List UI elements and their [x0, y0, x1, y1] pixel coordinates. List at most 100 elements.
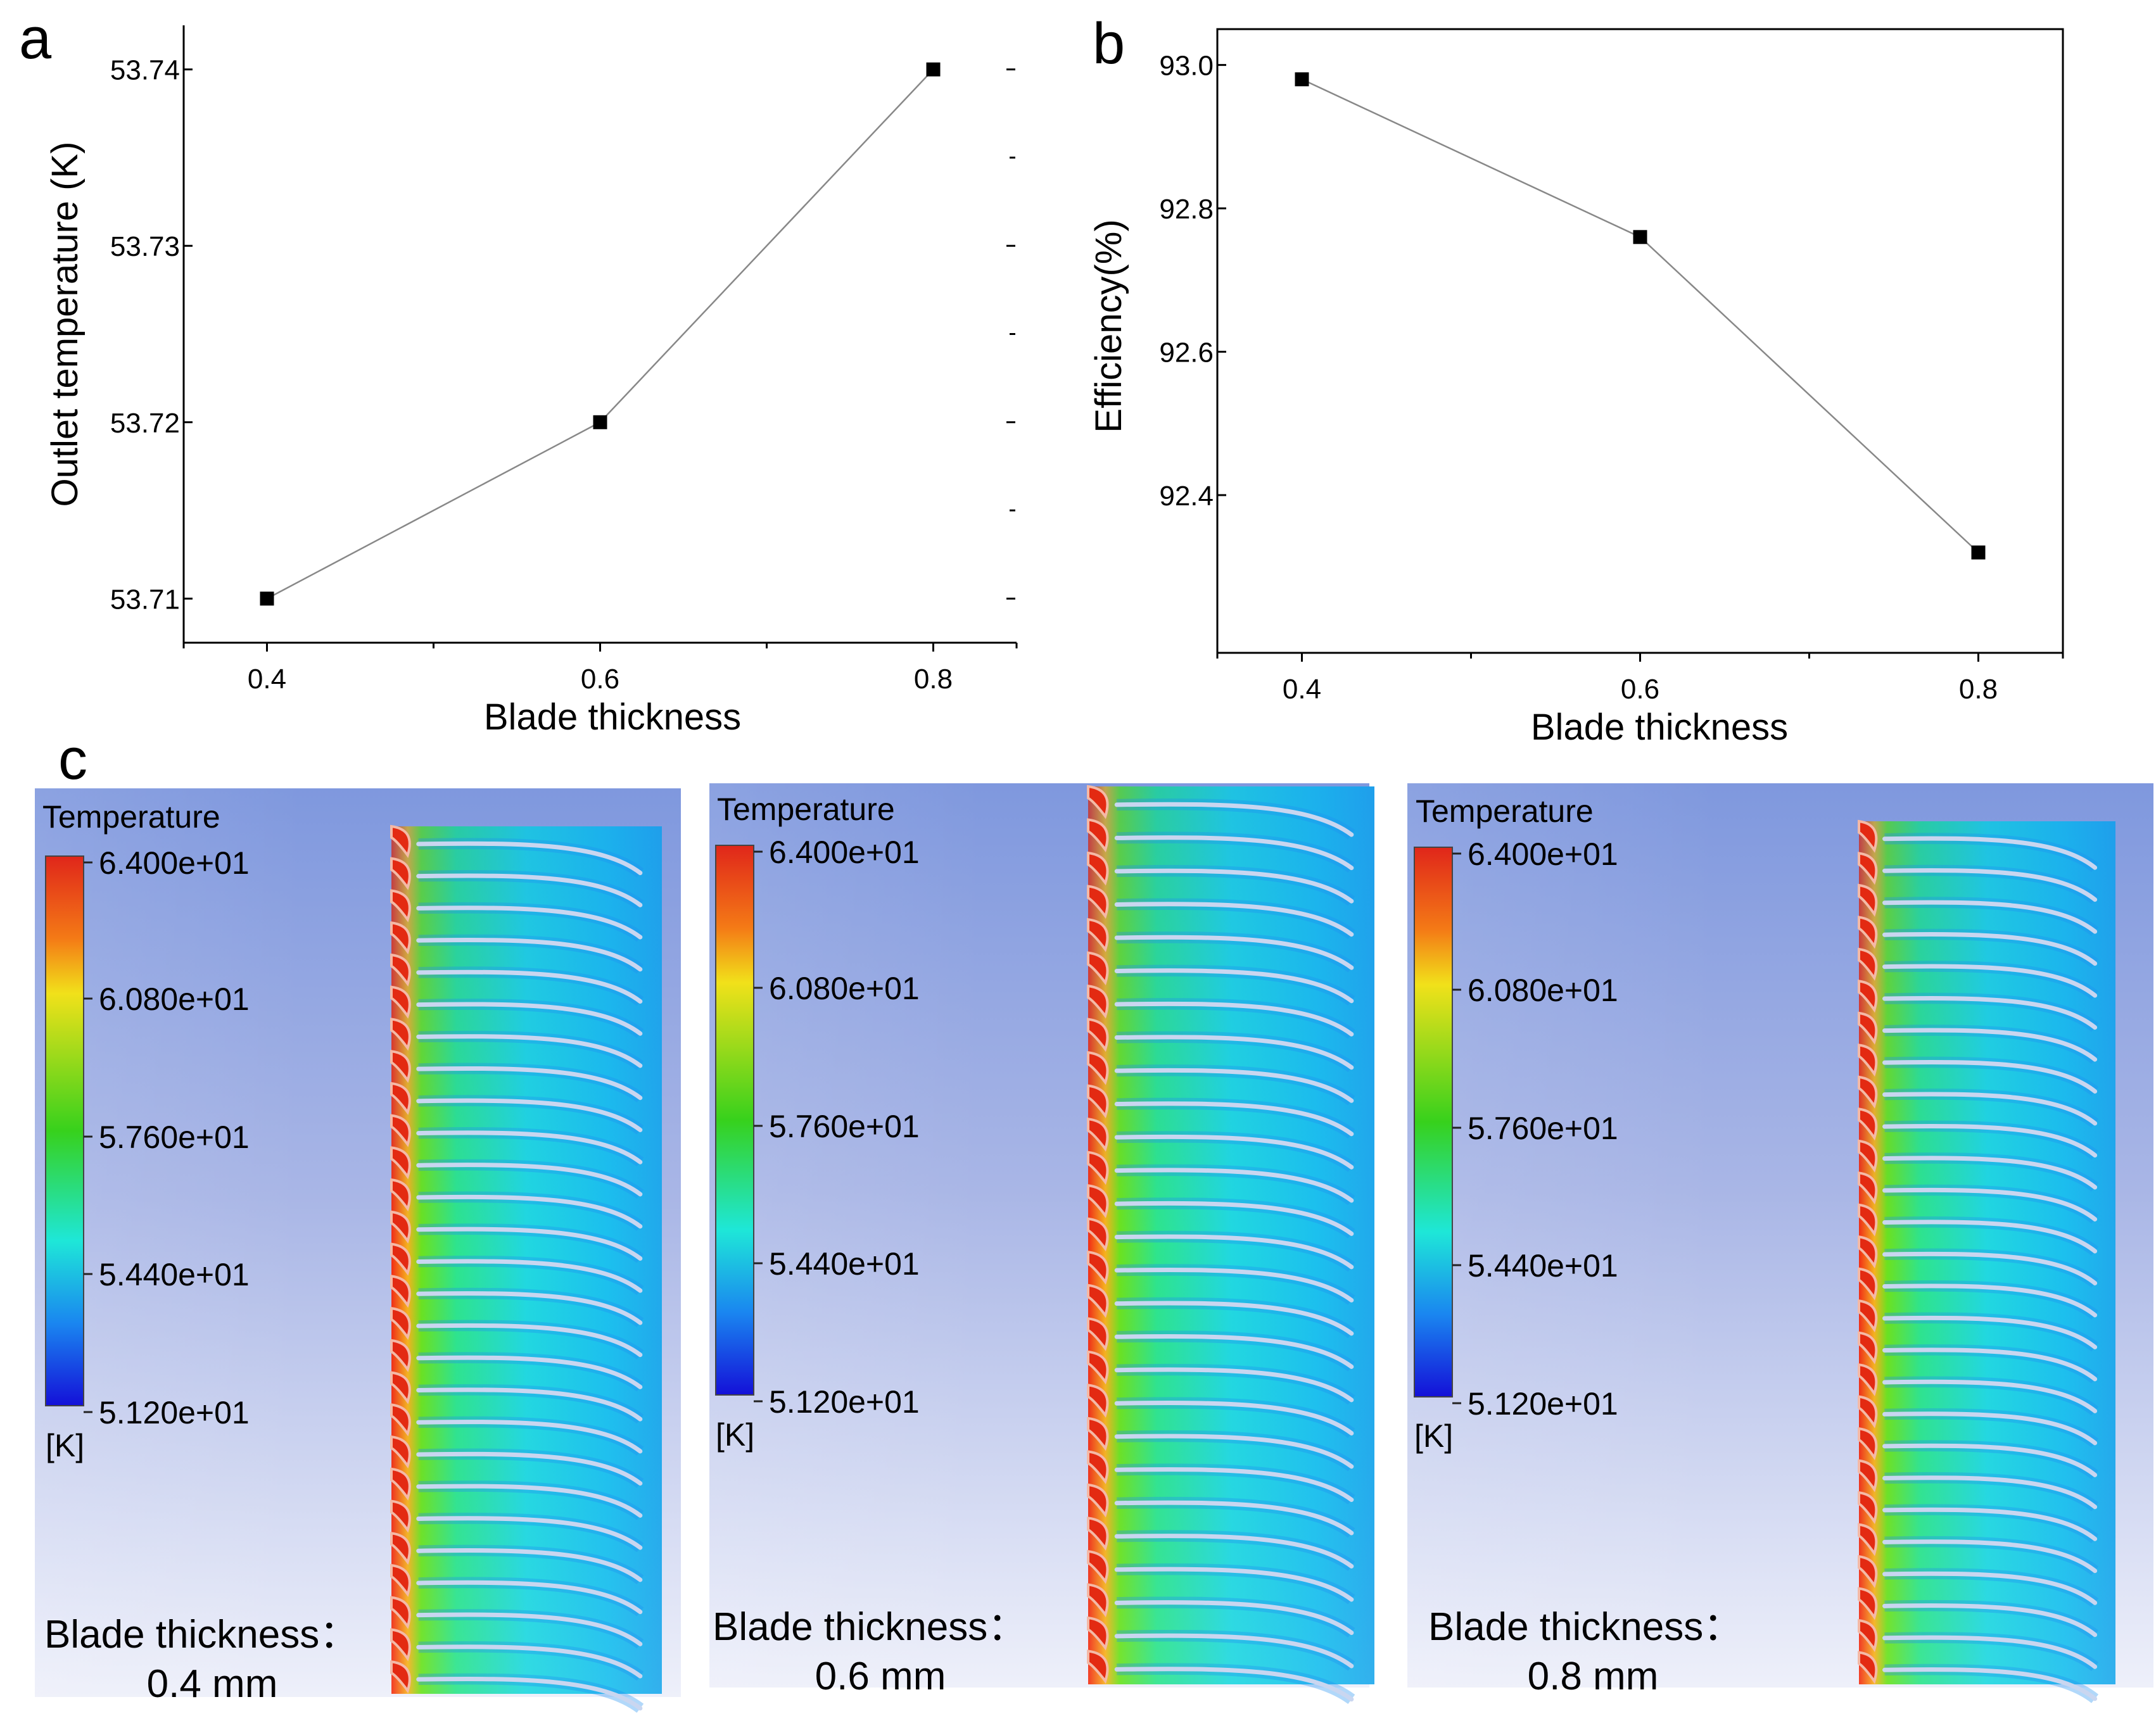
blade	[1882, 1284, 2098, 1318]
blade	[1882, 1347, 2098, 1382]
blade-leading-edge	[1087, 918, 1109, 952]
blade	[1114, 868, 1354, 904]
legend-value: 5.760e+01	[99, 1120, 250, 1155]
blade-leading-edge	[1858, 1459, 1878, 1492]
blade	[1882, 1059, 2098, 1094]
legend-value: 5.120e+01	[99, 1395, 250, 1430]
blade-leading-edge	[1087, 1650, 1109, 1684]
blade	[416, 1227, 643, 1261]
blade	[1114, 1134, 1354, 1170]
legend-unit: [K]	[46, 1428, 84, 1463]
blade-leading-edge	[1858, 883, 1878, 917]
blade	[1882, 1251, 2098, 1285]
legend-value: 5.760e+01	[769, 1109, 920, 1144]
blade	[416, 1516, 643, 1550]
blade	[1114, 1434, 1354, 1469]
blade	[1114, 968, 1354, 1004]
blade-leading-edge	[390, 1339, 411, 1372]
blade-leading-edge	[1087, 1616, 1109, 1651]
blade	[416, 1580, 643, 1615]
x-tick-label: 0.6	[1621, 674, 1659, 705]
blade-leading-edge	[1858, 1395, 1878, 1429]
data-point	[1295, 72, 1309, 87]
caption-line-1: Blade thickness：	[713, 1605, 1027, 1649]
blade-leading-edge	[1858, 947, 1878, 981]
blade-leading-edge	[390, 1403, 411, 1437]
blade-leading-edge	[1858, 1523, 1878, 1556]
blade	[416, 905, 643, 940]
blade-leading-edge	[390, 1628, 411, 1662]
blade-leading-edge	[1087, 1517, 1109, 1551]
blade-leading-edge	[390, 1146, 411, 1180]
blade	[416, 1291, 643, 1325]
y-axis-label-a: Outlet temperature (K)	[44, 142, 86, 507]
blade	[416, 1323, 643, 1358]
legend-title: Temperature	[717, 792, 895, 827]
blade-leading-edge	[390, 1499, 411, 1533]
blade-leading-edge	[390, 921, 411, 955]
data-point	[1633, 230, 1647, 244]
blade-leading-edge	[390, 953, 411, 987]
blade-leading-edge	[1087, 951, 1109, 986]
contour-0-8: Temperature 6.400e+01 6.080e+01 5.760e+01 5.…	[1407, 783, 2153, 1703]
blade	[1114, 1035, 1354, 1070]
blade	[1114, 1001, 1354, 1037]
blade	[1882, 1667, 2098, 1701]
blade-leading-edge	[1858, 1299, 1878, 1333]
blade-leading-edge	[1087, 984, 1109, 1019]
x-tick-label: 0.8	[1959, 674, 1998, 705]
blade	[1114, 902, 1354, 937]
blade	[1882, 1187, 2098, 1221]
blade	[1114, 1534, 1354, 1569]
blade	[1114, 1168, 1354, 1203]
blade-leading-edge	[1858, 1203, 1878, 1237]
temperature-field	[390, 824, 662, 1713]
x-axis-label-a: Blade thickness	[484, 697, 741, 738]
contour-background-shade	[709, 783, 987, 1688]
y-tick-label: 93.0	[1159, 51, 1214, 82]
blade-leading-edge	[390, 1467, 411, 1501]
tick-group-a: 0.4 0.6 0.8 53.71 53.72 53.73 53.74	[110, 55, 1018, 695]
blade-leading-edge	[1858, 980, 1878, 1013]
blade-leading-edge	[1858, 1044, 1878, 1077]
blade	[1114, 1600, 1354, 1636]
blade-leading-edge	[1858, 1651, 1878, 1684]
blade-leading-edge	[390, 1563, 411, 1598]
blade-leading-edge	[390, 1596, 411, 1629]
blade-leading-edge	[1087, 1317, 1109, 1351]
blade-leading-edge	[1087, 1250, 1109, 1285]
blade-leading-edge	[1858, 1171, 1878, 1205]
blade	[1882, 996, 2098, 1030]
blade	[1114, 1633, 1354, 1669]
legend-value: 5.440e+01	[1468, 1248, 1618, 1284]
temperature-field	[1087, 785, 1374, 1705]
blade-leading-edge	[1087, 1117, 1109, 1152]
blade	[1114, 1267, 1354, 1303]
blade	[1114, 1068, 1354, 1103]
blade-leading-edge	[1858, 1587, 1878, 1620]
blade	[1114, 935, 1354, 970]
blade	[416, 1098, 643, 1132]
blade-leading-edge	[1858, 1011, 1878, 1045]
blade	[1114, 1334, 1354, 1369]
blade-leading-edge	[1087, 1549, 1109, 1584]
contour-background-shade	[1407, 783, 1721, 1688]
legend-value: 6.400e+01	[1468, 836, 1618, 872]
marker-group-a	[260, 62, 941, 606]
series-line-a	[266, 68, 934, 600]
data-point	[593, 415, 607, 429]
blade	[416, 1002, 643, 1036]
blade-leading-edge	[1858, 1363, 1878, 1397]
blade-leading-edge	[390, 1049, 411, 1083]
blade-leading-edge	[1858, 1235, 1878, 1269]
blade-leading-edge	[390, 1210, 411, 1244]
blade	[1882, 1156, 2098, 1190]
panel-c: Temperature 6.400e+01 6.080e+01 5.760e+01 5.…	[35, 783, 2153, 1713]
x-tick-label: 0.8	[914, 664, 953, 695]
blade	[1114, 1367, 1354, 1403]
x-tick-label: 0.4	[248, 664, 286, 695]
panel-label-b: b	[1093, 11, 1125, 76]
blade-leading-edge	[1858, 1075, 1878, 1109]
legend-title: Temperature	[42, 799, 220, 835]
blade	[1882, 1220, 2098, 1254]
